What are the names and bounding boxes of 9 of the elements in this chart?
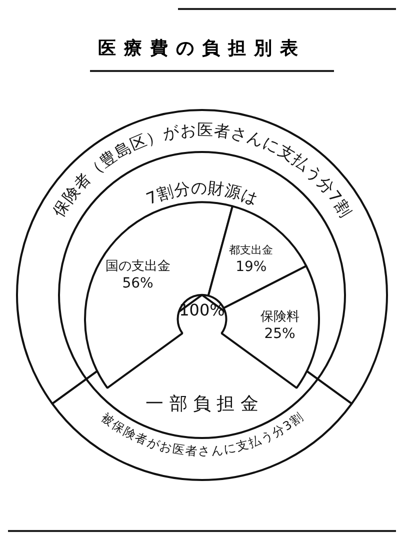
- slice-label: 国の支出金: [105, 259, 170, 274]
- data-label: 56%: [122, 276, 154, 292]
- data-label: 19%: [236, 259, 267, 276]
- text: 一 部 負 担 金: [146, 394, 258, 415]
- slice-label: 都支出金: [229, 243, 274, 256]
- slice-label: 保険料: [260, 310, 300, 325]
- chart-title: 7割分の財源は: [143, 178, 260, 208]
- data-label: 25%: [264, 326, 296, 342]
- chart-title: 医療費の負担別表: [97, 37, 307, 60]
